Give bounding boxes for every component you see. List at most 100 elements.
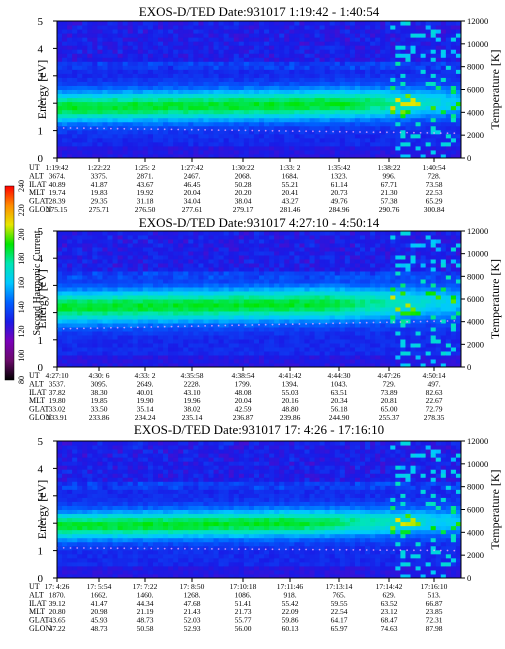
heatmap-cell — [82, 355, 88, 360]
heatmap-cell — [97, 37, 103, 42]
heatmap-cell — [122, 335, 129, 340]
heatmap-cell — [360, 89, 366, 95]
heatmap-cell — [339, 279, 346, 284]
heatmap-cell — [455, 149, 462, 155]
heatmap-cell — [92, 153, 98, 159]
heatmap-cell — [294, 41, 300, 46]
heatmap-cell — [223, 37, 230, 42]
heatmap-cell — [279, 311, 285, 316]
heatmap-cell — [218, 137, 225, 143]
heatmap-cell — [365, 291, 371, 296]
heatmap-cell — [168, 287, 174, 292]
heatmap-cell — [274, 271, 280, 276]
heatmap-cell — [354, 105, 361, 111]
heatmap-cell — [188, 129, 194, 135]
heatmap-cells — [57, 231, 462, 368]
heatmap-cell — [304, 133, 310, 139]
heatmap-cell — [137, 271, 144, 276]
heatmap-cell — [198, 355, 204, 360]
heatmap-cell — [385, 45, 391, 50]
heatmap-cell — [168, 363, 174, 368]
heatmap-cell — [117, 263, 124, 268]
heatmap-cell — [264, 101, 270, 107]
heatmap-cell — [193, 327, 199, 332]
heatmap-cell — [158, 125, 164, 131]
heatmap-cell — [223, 73, 230, 78]
heatmap-cell — [253, 259, 260, 264]
heatmap-cell — [339, 81, 346, 86]
heatmap-cell — [147, 53, 154, 58]
heatmap-cell — [309, 299, 316, 304]
heatmap-cell — [127, 81, 134, 86]
heatmap-cell — [380, 25, 386, 30]
heatmap-cell — [183, 279, 189, 284]
heatmap-cell — [137, 57, 144, 62]
heatmap-cell — [238, 335, 245, 340]
heatmap-cell — [375, 37, 381, 42]
heatmap-cell — [152, 315, 159, 320]
heatmap-cell — [122, 327, 129, 332]
heatmap-cell — [117, 243, 124, 248]
heatmap-cell — [188, 41, 194, 46]
heatmap-cell — [294, 101, 300, 107]
heatmap-cell — [198, 41, 204, 46]
heatmap-cell — [87, 49, 93, 54]
heatmap-cell — [82, 251, 88, 256]
heatmap-cell — [112, 363, 119, 368]
heatmap-cell — [360, 271, 366, 276]
heatmap-cell — [122, 319, 129, 324]
heatmap-cell — [213, 323, 220, 328]
heatmap-cell — [188, 85, 194, 90]
heatmap-cell — [289, 299, 295, 304]
heatmap-cell — [259, 149, 265, 155]
heatmap-cell — [324, 141, 331, 147]
heatmap-cell — [193, 117, 199, 123]
heatmap-cell — [445, 145, 452, 151]
heatmap-cell — [274, 299, 280, 304]
heatmap-cell — [304, 243, 310, 248]
heatmap-cell — [173, 33, 179, 38]
heatmap-cell — [415, 57, 422, 62]
heatmap-cell — [385, 133, 391, 139]
heatmap-cell — [294, 37, 300, 42]
heatmap-cell — [365, 235, 371, 240]
heatmap-cell — [183, 231, 189, 236]
heatmap-cell — [158, 339, 164, 344]
heatmap-cell — [127, 109, 134, 115]
heatmap-cell — [67, 41, 73, 46]
heatmap-cell — [324, 235, 331, 240]
heatmap-cell — [284, 61, 290, 66]
heatmap-cell — [284, 363, 290, 368]
heatmap-cell — [269, 81, 275, 86]
heatmap-cell — [203, 121, 209, 127]
heatmap-cell — [309, 141, 316, 147]
heatmap-cell — [57, 247, 63, 252]
heatmap-cell — [107, 101, 114, 107]
heatmap-cell — [102, 33, 108, 38]
temperature-trace-point — [150, 128, 153, 131]
heatmap-cell — [102, 149, 108, 155]
heatmap-cell — [435, 29, 442, 34]
heatmap-cell — [238, 319, 245, 324]
temperature-trace-point — [258, 129, 260, 132]
heatmap-cell — [284, 319, 290, 324]
heatmap-cell — [92, 85, 98, 90]
heatmap-cell — [198, 37, 204, 42]
heatmap-cell — [163, 311, 169, 316]
heatmap-cell — [92, 327, 98, 332]
heatmap-cell — [264, 129, 270, 135]
heatmap-cell — [208, 343, 215, 348]
heatmap-cell — [430, 41, 437, 46]
heatmap-cell — [395, 65, 401, 70]
heatmap-cell — [117, 45, 124, 50]
heatmap-cell — [238, 231, 245, 236]
heatmap-cell — [173, 243, 179, 248]
heatmap-cell — [334, 231, 341, 236]
heatmap-cell — [147, 117, 154, 123]
heatmap-cell — [163, 315, 169, 320]
table-cell: 57.38 — [381, 197, 398, 206]
heatmap-cell — [354, 247, 361, 252]
heatmap-cell — [339, 251, 346, 256]
heatmap-cell — [92, 359, 98, 364]
heatmap-cell — [173, 81, 179, 86]
